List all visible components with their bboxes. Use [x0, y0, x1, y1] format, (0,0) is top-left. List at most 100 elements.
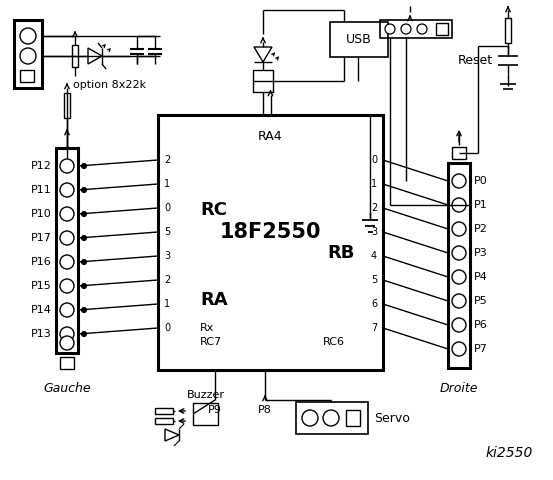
Text: 2: 2 [164, 275, 170, 285]
Text: 0: 0 [164, 203, 170, 213]
Circle shape [60, 159, 74, 173]
Text: P3: P3 [474, 248, 488, 258]
Circle shape [60, 231, 74, 245]
Circle shape [60, 279, 74, 293]
Circle shape [452, 318, 466, 332]
Text: P10: P10 [32, 209, 52, 219]
Circle shape [452, 270, 466, 284]
Text: ki2550: ki2550 [486, 446, 533, 460]
Text: Servo: Servo [374, 411, 410, 424]
Text: RC: RC [200, 201, 227, 219]
Text: P0: P0 [474, 176, 488, 186]
Text: P1: P1 [474, 200, 488, 210]
Text: P17: P17 [31, 233, 52, 243]
Circle shape [60, 303, 74, 317]
Text: 1: 1 [371, 179, 377, 189]
Circle shape [81, 308, 86, 312]
Bar [330, 22, 388, 57]
Text: 2: 2 [371, 203, 377, 213]
Text: 0: 0 [164, 323, 170, 333]
Circle shape [385, 24, 395, 34]
Text: P4: P4 [474, 272, 488, 282]
Text: Rx: Rx [200, 323, 215, 333]
Text: RA4: RA4 [258, 131, 283, 144]
Text: USB: USB [346, 33, 372, 46]
Circle shape [20, 48, 36, 64]
Bar [64, 93, 70, 118]
Circle shape [60, 327, 74, 341]
Text: 5: 5 [371, 275, 377, 285]
Circle shape [81, 164, 86, 168]
Bar [193, 403, 218, 425]
Circle shape [452, 222, 466, 236]
Bar [448, 163, 470, 368]
Circle shape [452, 174, 466, 188]
Circle shape [452, 246, 466, 260]
Circle shape [60, 336, 74, 350]
Circle shape [452, 342, 466, 356]
Text: Droite: Droite [440, 382, 478, 395]
Text: 7: 7 [371, 323, 377, 333]
Text: 5: 5 [164, 227, 170, 237]
Bar [56, 148, 78, 353]
Text: option 8x22k: option 8x22k [73, 80, 146, 90]
Circle shape [60, 255, 74, 269]
Text: P9: P9 [208, 405, 222, 415]
Bar [14, 20, 42, 88]
Circle shape [452, 294, 466, 308]
Text: P2: P2 [474, 224, 488, 234]
Circle shape [401, 24, 411, 34]
Bar [155, 408, 173, 414]
Bar [346, 410, 360, 426]
Text: Buzzer: Buzzer [186, 390, 225, 400]
Text: RC6: RC6 [323, 337, 345, 347]
Text: RC7: RC7 [200, 337, 222, 347]
Bar [436, 23, 448, 35]
Bar [20, 70, 34, 82]
Text: 0: 0 [371, 155, 377, 165]
Text: 2: 2 [164, 155, 170, 165]
Bar [155, 418, 173, 424]
Text: 1: 1 [164, 299, 170, 309]
Circle shape [60, 183, 74, 197]
Text: 3: 3 [371, 227, 377, 237]
Text: P6: P6 [474, 320, 488, 330]
Bar [72, 45, 78, 67]
Text: P7: P7 [474, 344, 488, 354]
Circle shape [60, 207, 74, 221]
Bar [452, 147, 466, 159]
Text: 3: 3 [164, 251, 170, 261]
Text: P5: P5 [474, 296, 488, 306]
Text: P11: P11 [32, 185, 52, 195]
Circle shape [81, 284, 86, 288]
Text: 18F2550: 18F2550 [220, 223, 321, 242]
Circle shape [81, 188, 86, 192]
Circle shape [417, 24, 427, 34]
Text: P15: P15 [32, 281, 52, 291]
Bar [158, 115, 383, 370]
Text: 1: 1 [164, 179, 170, 189]
Circle shape [20, 28, 36, 44]
Circle shape [81, 260, 86, 264]
Text: 6: 6 [371, 299, 377, 309]
Bar [296, 402, 368, 434]
Text: Gauche: Gauche [43, 382, 91, 395]
Text: Reset: Reset [458, 53, 493, 67]
Bar [60, 357, 74, 369]
Text: RA: RA [200, 291, 228, 309]
Text: 4: 4 [371, 251, 377, 261]
Text: P16: P16 [32, 257, 52, 267]
Circle shape [452, 198, 466, 212]
Circle shape [302, 410, 318, 426]
Circle shape [81, 332, 86, 336]
Circle shape [323, 410, 339, 426]
Text: RB: RB [327, 243, 355, 262]
Text: P8: P8 [258, 405, 272, 415]
Text: P13: P13 [32, 329, 52, 339]
Text: P14: P14 [31, 305, 52, 315]
Bar [505, 18, 511, 43]
Bar [253, 70, 273, 92]
Circle shape [81, 236, 86, 240]
Circle shape [81, 212, 86, 216]
Text: P12: P12 [31, 161, 52, 171]
